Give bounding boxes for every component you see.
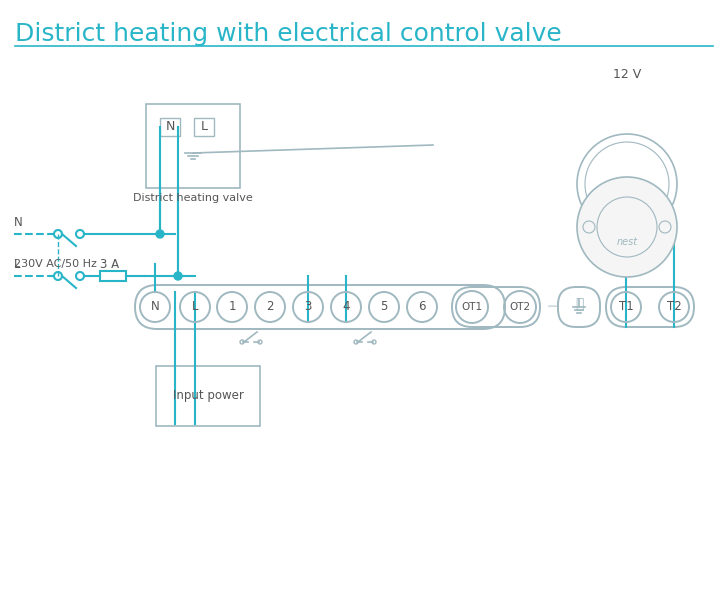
Text: OT1: OT1 — [462, 302, 483, 312]
Circle shape — [577, 177, 677, 277]
Text: N: N — [14, 216, 23, 229]
Text: N: N — [165, 119, 175, 132]
Text: ⏚: ⏚ — [575, 297, 583, 311]
Text: 6: 6 — [419, 301, 426, 314]
Text: OT2: OT2 — [510, 302, 531, 312]
Text: 230V AC/50 Hz: 230V AC/50 Hz — [14, 259, 97, 269]
Text: 1: 1 — [229, 301, 236, 314]
Text: 12 V: 12 V — [613, 68, 641, 81]
Text: Input power: Input power — [173, 390, 243, 403]
Text: District heating with electrical control valve: District heating with electrical control… — [15, 22, 562, 46]
Text: 4: 4 — [342, 301, 349, 314]
Text: District heating valve: District heating valve — [133, 193, 253, 203]
Text: nest: nest — [617, 237, 638, 247]
Circle shape — [174, 272, 182, 280]
Text: T1: T1 — [619, 301, 633, 314]
Text: N: N — [151, 301, 159, 314]
Circle shape — [156, 230, 164, 238]
Text: 2: 2 — [266, 301, 274, 314]
Text: 5: 5 — [380, 301, 388, 314]
Text: L: L — [14, 258, 20, 270]
Text: L: L — [191, 301, 198, 314]
Text: 3: 3 — [304, 301, 312, 314]
Text: 3 A: 3 A — [100, 258, 119, 270]
Text: L: L — [200, 119, 207, 132]
Text: nest: nest — [617, 179, 638, 189]
Text: ⊣: ⊣ — [547, 300, 559, 314]
Text: T2: T2 — [667, 301, 681, 314]
